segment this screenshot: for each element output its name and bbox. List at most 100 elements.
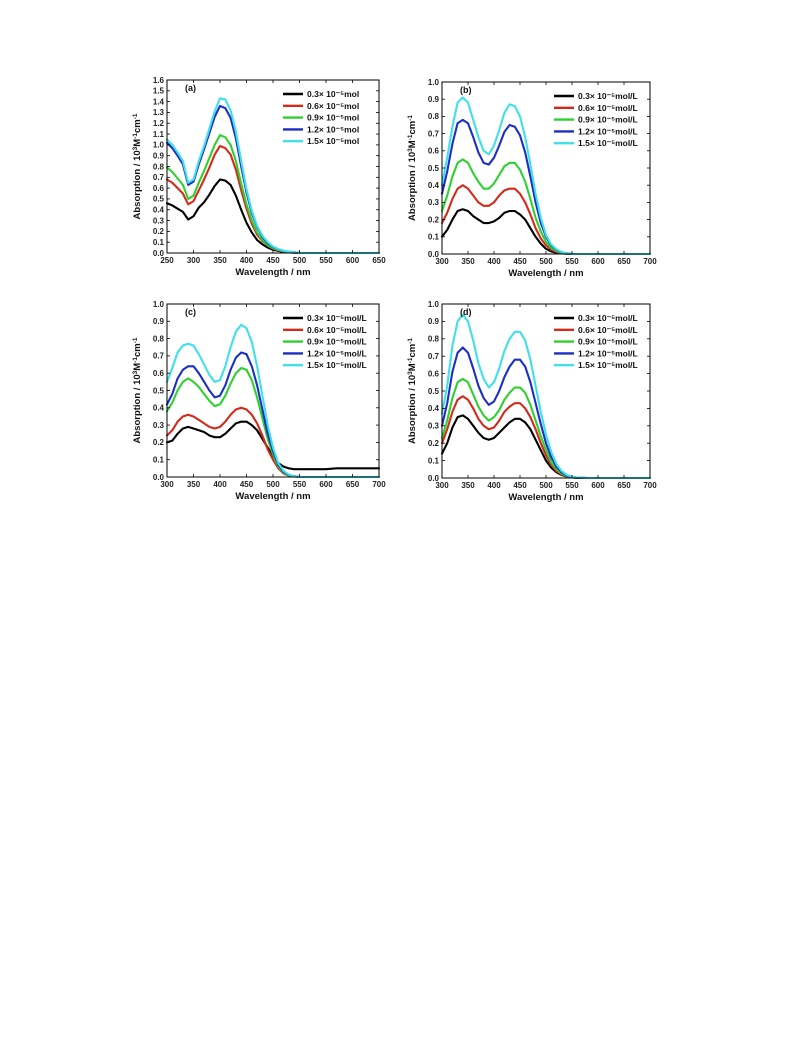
legend-label-4: 1.2× 10⁻⁵mol/L <box>578 126 638 136</box>
legend-label-2: 0.6× 10⁻⁵mol/L <box>307 325 367 335</box>
x-tick-label: 550 <box>293 480 307 489</box>
series-line-3 <box>440 158 652 256</box>
x-tick-label: 400 <box>487 257 501 266</box>
y-tick-label: 0.0 <box>153 473 165 482</box>
legend-label-1: 0.3× 10⁻⁵mol/L <box>307 313 367 323</box>
chart-svg: 300 350 400 450 500 550 600 650 700 0.0 0.1 0.2 0.3 0… <box>407 78 658 279</box>
y-tick-label: 0.6 <box>153 184 165 193</box>
y-tick-label: 0.0 <box>428 474 440 483</box>
legend-label-4: 1.2× 10⁻⁵mol <box>307 124 359 134</box>
legend-label-2: 0.6× 10⁻⁵mol <box>307 101 359 111</box>
legend: 0.3× 10⁻⁵mol/L 0.6× 10⁻⁵mol/L 0.9× 10⁻⁵mol… <box>283 313 367 370</box>
series-line-2 <box>440 184 652 256</box>
series-line-3 <box>440 377 652 480</box>
x-tick-label: 350 <box>187 480 201 489</box>
series-line-5 <box>440 96 652 256</box>
y-tick-label: 0.8 <box>153 162 165 171</box>
y-tick-label: 1.5 <box>153 87 165 96</box>
x-tick-label: 300 <box>435 481 449 490</box>
y-tick-label: 1.2 <box>153 119 165 128</box>
panel-label: (c) <box>185 307 196 317</box>
legend-label-5: 1.5× 10⁻⁵mol/L <box>578 360 638 370</box>
x-tick-label: 650 <box>617 257 631 266</box>
y-tick-label: 1.3 <box>153 108 165 117</box>
x-tick-label: 550 <box>565 481 579 490</box>
legend-label-5: 1.5× 10⁻⁵mol/L <box>307 360 367 370</box>
x-tick-label: 550 <box>319 256 333 265</box>
legend-label-3: 0.9× 10⁻⁵mol/L <box>307 337 367 347</box>
y-tick-label: 0.8 <box>153 334 165 343</box>
y-tick-label: 1.0 <box>428 78 440 87</box>
panel-label: (b) <box>460 85 472 95</box>
x-tick-label: 650 <box>617 481 631 490</box>
series-line-3 <box>165 134 381 255</box>
x-tick-label: 650 <box>346 480 360 489</box>
x-tick-label: 600 <box>591 481 605 490</box>
y-tick-label: 0.4 <box>153 404 165 413</box>
y-tick-label: 0.4 <box>428 181 440 190</box>
y-tick-label: 0.7 <box>153 173 165 182</box>
series-line-2 <box>165 406 381 479</box>
x-tick-label: 350 <box>213 256 227 265</box>
legend-label-4: 1.2× 10⁻⁵mol/L <box>578 348 638 358</box>
chart-svg: 300 350 400 450 500 550 600 650 700 0.0 0.1 0.2 0.3 0… <box>132 300 387 502</box>
x-tick-label: 450 <box>240 480 254 489</box>
legend-label-5: 1.5× 10⁻⁵mol/L <box>578 138 638 148</box>
y-tick-label: 0.9 <box>153 317 165 326</box>
y-tick-label: 0.4 <box>428 404 440 413</box>
y-tick-label: 0.9 <box>153 151 165 160</box>
x-tick-label: 700 <box>643 481 657 490</box>
y-tick-label: 0.5 <box>428 387 440 396</box>
y-tick-label: 0.6 <box>153 369 165 378</box>
y-tick-label: 1.6 <box>153 76 165 85</box>
x-tick-label: 550 <box>565 257 579 266</box>
y-tick-label: 1.0 <box>153 141 165 150</box>
x-tick-label: 450 <box>513 257 527 266</box>
y-tick-label: 1.0 <box>428 300 440 309</box>
y-tick-label: 0.9 <box>428 95 440 104</box>
legend: 0.3× 10⁻⁵mol/L 0.6× 10⁻⁵mol/L 0.9× 10⁻⁵mol… <box>554 91 638 148</box>
y-tick-label: 0.3 <box>153 216 165 225</box>
x-tick-label: 700 <box>643 257 657 266</box>
legend-label-3: 0.9× 10⁻⁵mol <box>307 113 359 123</box>
x-tick-label: 400 <box>487 481 501 490</box>
y-tick-label: 1.0 <box>153 300 165 309</box>
legend-label-2: 0.6× 10⁻⁵mol/L <box>578 325 638 335</box>
x-tick-label: 300 <box>187 256 201 265</box>
x-tick-label: 400 <box>213 480 227 489</box>
x-tick-label: 250 <box>160 256 174 265</box>
x-tick-label: 600 <box>319 480 333 489</box>
x-tick-label: 300 <box>435 257 449 266</box>
x-tick-label: 400 <box>240 256 254 265</box>
chart-svg: 300 350 400 450 500 550 600 650 700 0.0 0.1 0.2 0.3 0… <box>407 300 658 503</box>
x-tick-label: 600 <box>346 256 360 265</box>
x-tick-label: 500 <box>293 256 307 265</box>
chart-panel-d: 300 350 400 450 500 550 600 650 700 0.0 0.1 0.2 0.3 0… <box>398 296 663 508</box>
y-axis-title: Absorption / 103M-1cm-1 <box>407 115 419 221</box>
legend-label-3: 0.9× 10⁻⁵mol/L <box>578 115 638 125</box>
y-tick-label: 0.1 <box>153 238 165 247</box>
legend-label-5: 1.5× 10⁻⁵mol <box>307 136 359 146</box>
x-axis-title: Wavelength / nm <box>235 267 310 278</box>
y-tick-label: 0.3 <box>428 422 440 431</box>
y-axis-title: Absorption / 103M-1cm-1 <box>407 338 419 444</box>
legend-label-1: 0.3× 10⁻⁵mol/L <box>578 313 638 323</box>
y-tick-label: 0.2 <box>153 438 165 447</box>
x-tick-label: 300 <box>160 480 174 489</box>
y-tick-label: 0.2 <box>428 215 440 224</box>
y-tick-label: 0.1 <box>153 456 165 465</box>
series-line-5 <box>165 97 381 255</box>
x-tick-label: 500 <box>539 257 553 266</box>
x-axis-title: Wavelength / nm <box>235 491 310 502</box>
y-tick-label: 0.1 <box>428 456 440 465</box>
y-tick-label: 1.4 <box>153 97 165 106</box>
x-tick-label: 650 <box>372 256 386 265</box>
legend-label-2: 0.6× 10⁻⁵mol/L <box>578 103 638 113</box>
y-tick-label: 0.8 <box>428 112 440 121</box>
x-tick-label: 500 <box>539 481 553 490</box>
x-tick-label: 350 <box>461 481 475 490</box>
y-tick-label: 0.0 <box>153 249 165 258</box>
y-tick-label: 0.7 <box>428 129 440 138</box>
y-tick-label: 0.3 <box>428 198 440 207</box>
